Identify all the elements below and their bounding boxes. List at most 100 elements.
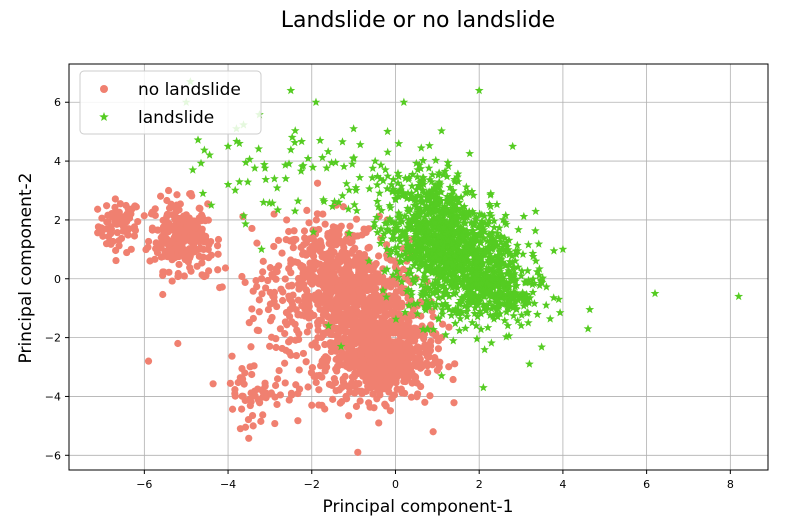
landslide-point [482,288,492,297]
no-landslide-point [312,378,320,387]
landslide-point [523,307,533,317]
data-series [94,77,744,456]
no-landslide-point [387,293,395,302]
no-landslide-point [214,266,222,274]
landslide-point [410,195,419,204]
landslide-point [412,218,422,227]
landslide-point [510,291,520,300]
landslide-point [382,292,391,301]
landslide-point [424,240,433,249]
no-landslide-point [285,338,293,346]
no-landslide-point [331,314,339,322]
landslide-point [463,212,472,221]
landslide-point [502,307,511,316]
landslide-point [485,286,494,295]
legend-star-icon [99,112,109,121]
landslide-point [396,237,405,246]
no-landslide-point [411,373,420,381]
no-landslide-point [342,303,350,311]
no-landslide-point [356,366,364,374]
landslide-point [418,185,427,195]
landslide-point [517,310,527,319]
no-landslide-point [266,342,274,350]
no-landslide-point [405,352,414,361]
no-landslide-point [321,251,329,259]
no-landslide-point [195,252,203,260]
landslide-point [438,292,448,301]
landslide-point [479,299,488,308]
landslide-point [470,249,480,259]
landslide-point [270,174,279,183]
landslide-point [495,309,505,318]
no-landslide-point [314,278,323,286]
landslide-point [446,246,455,256]
no-landslide-point [311,237,319,246]
landslide-point [434,313,443,322]
no-landslide-point [117,234,126,243]
no-landslide-point [162,217,171,225]
no-landslide-point [318,373,326,381]
landslide-point [404,174,413,183]
no-landslide-point [250,362,258,370]
no-landslide-point [318,358,326,366]
landslide-point [453,172,462,181]
landslide-point [404,207,413,216]
landslide-point [511,246,521,255]
landslide-point [423,256,432,265]
no-landslide-point [312,216,320,224]
landslide-point [453,236,463,245]
landslide-point [485,256,494,266]
no-landslide-point [319,210,327,218]
landslide-point [537,342,546,351]
no-landslide-point [352,402,361,411]
landslide-point [339,162,349,171]
no-landslide-point [275,262,283,270]
no-landslide-point [148,208,156,216]
landslide-point [413,236,423,245]
no-landslide-point [283,216,291,224]
landslide-point [394,250,404,259]
landslide-point [423,230,433,239]
landslide-point [311,97,321,106]
no-landslide-point [398,325,407,333]
landslide-point [434,256,443,265]
y-tick-label: −6 [45,449,61,462]
landslide-point [425,175,435,184]
landslide-point [507,292,516,301]
landslide-point [451,288,461,297]
landslide-point [444,257,454,267]
landslide-point [408,245,418,254]
no-landslide-point [315,289,323,297]
no-landslide-point [335,386,343,394]
landslide-point [344,185,354,194]
landslide-point [531,226,540,235]
no-landslide-point [195,204,203,212]
no-landslide-point [355,269,363,277]
landslide-point [455,237,465,247]
no-landslide-point [238,405,246,413]
no-landslide-point [385,388,393,396]
landslide-point [422,262,432,271]
landslide-point [423,266,432,275]
landslide-point [344,228,354,237]
landslide-point [442,234,451,243]
no-landslide-point [374,270,382,278]
no-landslide-point [259,387,267,396]
landslide-point [536,275,546,284]
landslide-point [519,211,529,221]
no-landslide-point [385,278,393,286]
landslide-point [318,153,327,162]
landslide-point [462,241,471,250]
landslide-point [465,238,474,247]
landslide-point [443,275,453,284]
no-landslide-point [327,289,335,297]
landslide-point [511,288,521,297]
landslide-point [442,196,452,205]
no-landslide-point [308,311,316,319]
no-landslide-point [294,274,303,283]
no-landslide-point [266,288,274,297]
landslide-point [405,204,415,214]
no-landslide-point [255,308,263,316]
no-landslide-point [189,230,197,238]
landslide-point [538,273,548,282]
